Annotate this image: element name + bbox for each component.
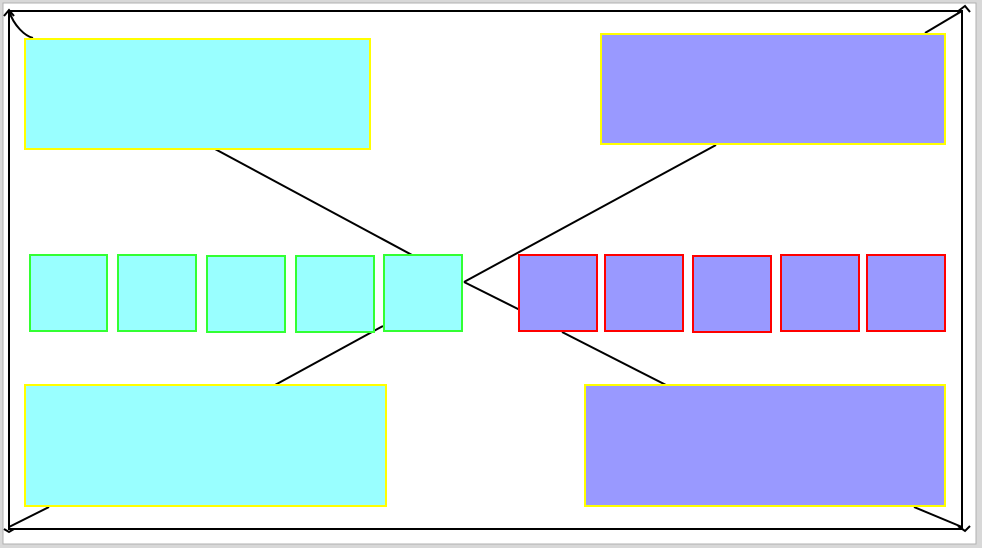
connector-right-top (463, 144, 717, 283)
outer-frame (8, 10, 963, 530)
frame-bottom-left-slant (8, 506, 50, 528)
connector-left-bottom (274, 325, 384, 386)
large-boxes (24, 33, 946, 507)
connector-lines (214, 144, 717, 386)
small-boxes-left (29, 254, 463, 333)
connector-right-bottom-2 (561, 331, 667, 386)
corner-markers (3, 4, 971, 534)
corner-bottom-right (957, 525, 971, 533)
frame-bottom-right-slant (913, 506, 963, 528)
top-right-box (600, 33, 946, 145)
small-box-left-1 (29, 254, 108, 332)
small-box-right-5 (866, 254, 946, 332)
corner-top-left (3, 8, 15, 17)
connector-right-bottom (463, 281, 521, 311)
bottom-left-box (24, 384, 387, 507)
corner-bottom-left (3, 528, 15, 534)
small-box-right-1 (518, 254, 598, 332)
small-box-left-3 (206, 255, 286, 333)
corner-top-right (956, 4, 971, 13)
small-boxes-right (518, 254, 946, 333)
small-box-right-4 (780, 254, 860, 332)
small-box-left-5 (383, 254, 463, 332)
frame-top-right-slant (924, 10, 963, 34)
connector-left-top (214, 148, 413, 256)
small-box-right-2 (604, 254, 684, 332)
frame-top-left-arc (8, 10, 34, 39)
small-box-left-4 (295, 255, 375, 333)
top-left-box (24, 38, 371, 150)
bottom-right-box (584, 384, 946, 507)
small-box-right-3 (692, 255, 772, 333)
small-box-left-2 (117, 254, 197, 332)
